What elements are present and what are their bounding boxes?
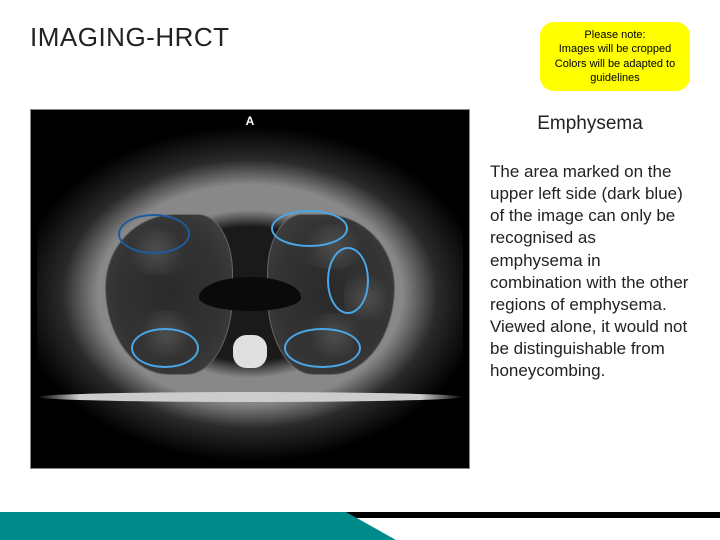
footer-bar — [0, 492, 720, 540]
note-box: Please note: Images will be cropped Colo… — [540, 22, 690, 91]
page-title: IMAGING-HRCT — [30, 22, 230, 53]
header-row: IMAGING-HRCT Please note: Images will be… — [0, 0, 720, 91]
body-text: The area marked on the upper left side (… — [490, 161, 690, 382]
scanner-table — [37, 392, 463, 402]
note-line: guidelines — [554, 71, 676, 85]
annotation-ellipse — [131, 328, 199, 368]
note-line: Please note: — [554, 28, 676, 42]
note-line: Images will be cropped — [554, 42, 676, 56]
image-column: A — [30, 109, 470, 469]
footer-teal-shape — [0, 512, 346, 540]
ct-body-background — [37, 126, 463, 462]
annotation-ellipse — [271, 210, 348, 247]
annotation-ellipse — [284, 328, 361, 368]
text-column: Emphysema The area marked on the upper l… — [490, 109, 690, 469]
annotation-ellipse — [118, 214, 190, 254]
annotation-ellipse — [327, 247, 370, 314]
ct-scan-frame: A — [30, 109, 470, 469]
subtitle: Emphysema — [490, 113, 690, 135]
note-line: Colors will be adapted to — [554, 57, 676, 71]
spine — [233, 335, 267, 369]
content-row: A Emphysema The area marked on the upper — [0, 91, 720, 469]
bronchus — [199, 277, 301, 311]
